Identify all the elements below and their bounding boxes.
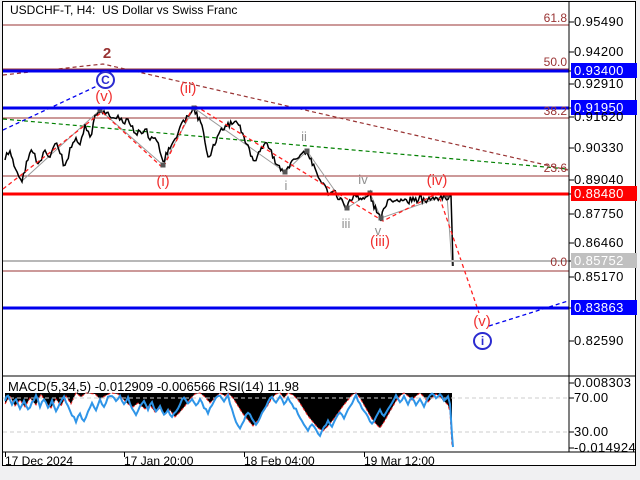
fib-level-label: 0.0 xyxy=(550,255,567,269)
price-axis-label: 0.89040 xyxy=(574,172,624,187)
time-axis-label: 19 Mar 12:00 xyxy=(364,454,435,468)
price-axis-label: 0.87750 xyxy=(574,206,624,221)
wave-label: (v) xyxy=(473,313,491,330)
price-axis-value-box: 0.85752 xyxy=(571,253,637,268)
wave-circle-label: C xyxy=(96,71,115,89)
macd-signal-line xyxy=(4,392,453,447)
macd-histogram xyxy=(5,393,452,446)
macd-indicator-label: MACD(5,34,5) -0.012909 -0.006566 RSI(14)… xyxy=(8,379,299,394)
zigzag-pivot-marker xyxy=(344,205,350,211)
zigzag-pivot-marker xyxy=(282,169,288,175)
fib-level-label: 61.8 xyxy=(543,11,567,25)
zigzag-pivot-marker xyxy=(304,148,310,154)
price-axis-label: 0.85170 xyxy=(574,269,624,284)
indicator-axis-label: -0.014924 xyxy=(574,440,637,455)
zigzag-pivot-marker xyxy=(160,162,166,168)
price-axis-label: 0.92910 xyxy=(574,76,624,91)
chart-title: USDCHF-T, H4: US Dollar vs Swiss Franc xyxy=(10,3,238,17)
wave-circle-label: i xyxy=(473,332,492,350)
fib-level-label: 23.6 xyxy=(543,161,567,175)
wave-label: (ii) xyxy=(179,80,197,97)
rsi-line xyxy=(4,392,454,448)
price-axis-label: 0.86460 xyxy=(574,235,624,250)
price-series xyxy=(4,107,454,267)
time-axis-label: 18 Feb 04:00 xyxy=(244,454,315,468)
price-axis-label: 0.82590 xyxy=(574,333,624,348)
time-axis-label: 17 Jan 20:00 xyxy=(124,454,194,468)
fib-level-label: 38.2 xyxy=(543,104,567,118)
zigzag-pivot-marker xyxy=(378,215,384,221)
fib-level-label: 50.0 xyxy=(543,55,567,69)
wave-label: iii xyxy=(341,216,351,231)
indicator-axis-label: 0.008303 xyxy=(574,375,632,390)
price-axis-value-box: 0.93400 xyxy=(571,63,637,78)
wave-label: (iii) xyxy=(370,233,390,250)
price-axis-label: 0.91620 xyxy=(574,109,624,124)
price-axis-value-box: 0.91950 xyxy=(571,100,637,115)
wave-label: i xyxy=(284,178,288,193)
price-axis-label: 0.95490 xyxy=(574,14,624,29)
wave-label: (v) xyxy=(95,88,113,105)
wave-label: (i) xyxy=(156,173,170,190)
price-axis-value-box: 0.83863 xyxy=(571,300,637,315)
wave-label: v xyxy=(374,223,382,238)
time-axis-label: 17 Dec 2024 xyxy=(5,454,74,468)
blue-trendline-right xyxy=(488,300,569,327)
price-axis-label: 0.90330 xyxy=(574,140,624,155)
price-axis-value-box: 0.88480 xyxy=(571,186,637,201)
wave-label: (iv) xyxy=(426,172,448,189)
zigzag-pivot-marker xyxy=(97,107,103,113)
indicator-axis-label: 70.00 xyxy=(574,390,609,405)
green-trendline xyxy=(2,118,569,170)
wave-label: ii xyxy=(301,129,307,144)
wave-label: iv xyxy=(358,172,368,187)
wave-projection-path xyxy=(2,104,480,314)
indicator-axis-label: 30.00 xyxy=(574,424,609,439)
price-axis-label: 0.94200 xyxy=(574,44,624,59)
resistance-trendline xyxy=(2,63,569,171)
wave-label: 2 xyxy=(102,45,112,62)
